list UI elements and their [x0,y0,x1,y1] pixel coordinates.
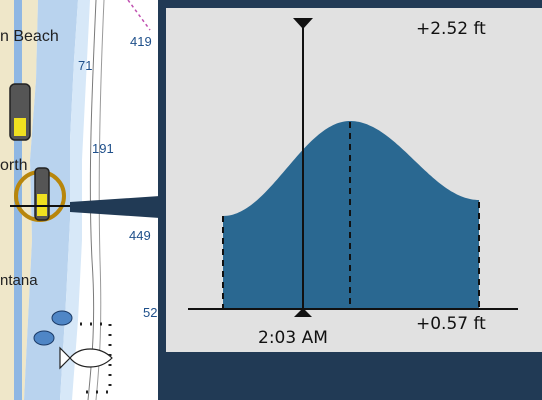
restricted-area-boundary [127,0,151,31]
cursor-bottom-marker [294,308,312,317]
depth-label: 191 [92,141,114,156]
place-label: n Beach [0,28,59,45]
max-tide-label: +2.52 ft [416,19,486,39]
place-label: orth [0,157,28,174]
time-label: 2:03 AM [258,328,328,348]
min-tide-label: +0.57 ft [416,314,486,334]
buoy-icon[interactable] [33,310,73,346]
depth-label: 419 [130,34,152,49]
depth-label: 449 [129,228,151,243]
medium-water [60,0,90,400]
shallow-water [24,0,78,400]
tide-pointer [70,196,160,218]
depth-label: 71 [78,58,93,73]
depth-label: 52 [143,305,158,320]
cursor-top-marker [293,18,313,29]
place-label: ntana [0,272,38,289]
fish-haven-icon [59,322,113,394]
